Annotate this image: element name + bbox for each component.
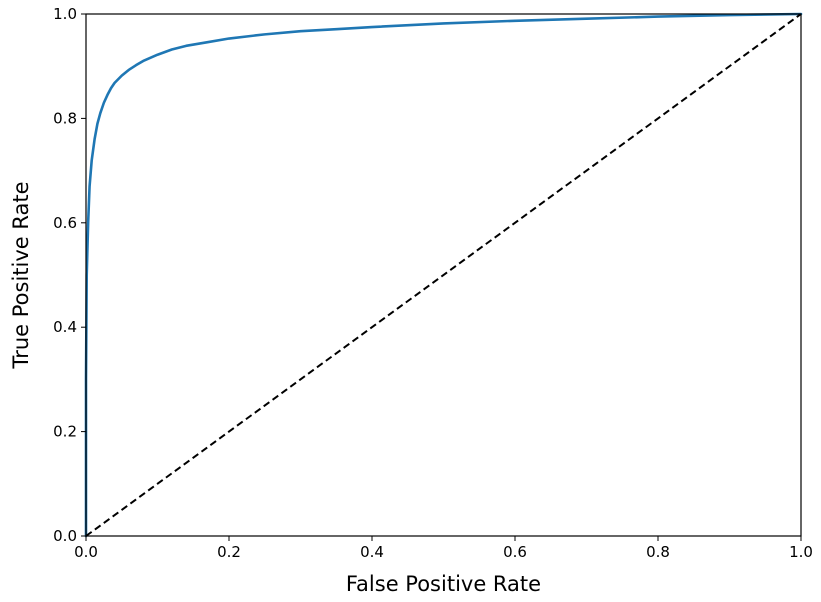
y-tick-label: 0.8 [53, 109, 77, 127]
y-axis-label: True Positive Rate [9, 181, 33, 369]
ticks-layer: 0.0 0.2 0.4 0.6 0.8 1.0 0.0 0.2 0.4 0.6 0.8 1.0 [53, 5, 813, 561]
y-tick-label: 0.0 [53, 527, 77, 545]
y-tick-label: 0.4 [53, 318, 77, 336]
x-tick-label: 1.0 [789, 543, 813, 561]
series-layer [84, 12, 803, 538]
x-tick-label: 0.4 [360, 543, 384, 561]
y-tick-label: 0.2 [53, 423, 77, 441]
roc-curve-line [84, 12, 803, 538]
x-axis-label: False Positive Rate [346, 572, 541, 596]
x-tick-label: 0.0 [74, 543, 98, 561]
x-tick-label: 0.8 [646, 543, 670, 561]
y-tick-label: 1.0 [53, 5, 77, 23]
diagonal-reference-line [85, 13, 802, 537]
x-tick-label: 0.2 [217, 543, 241, 561]
plot-frame [85, 13, 802, 537]
x-tick-label: 0.6 [503, 543, 527, 561]
y-tick-label: 0.6 [53, 214, 77, 232]
